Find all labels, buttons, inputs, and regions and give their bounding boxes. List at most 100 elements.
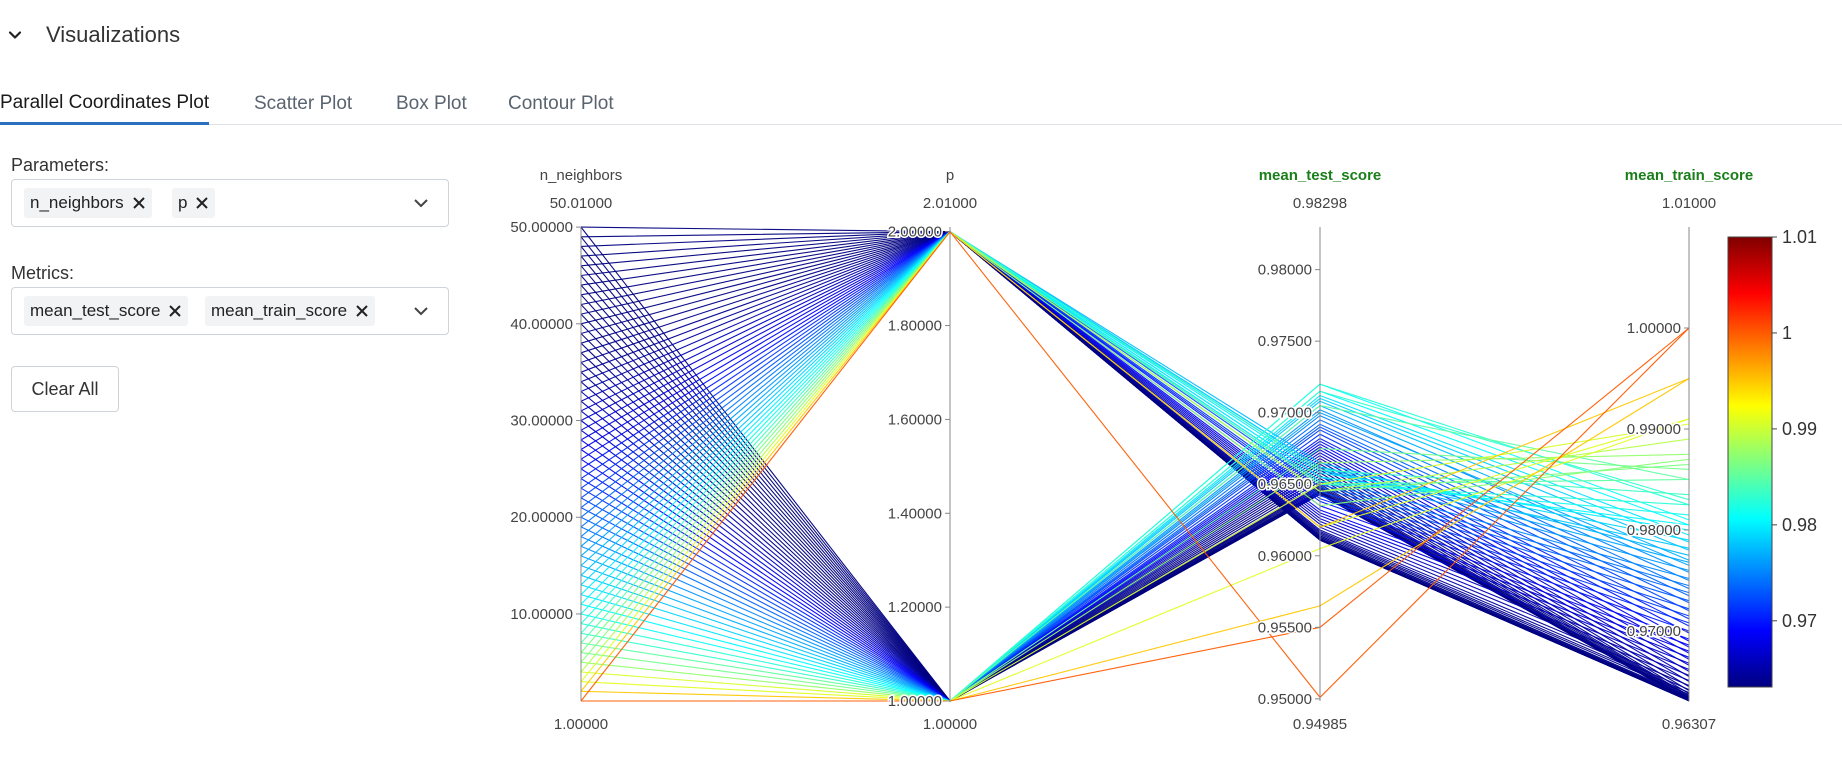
data-line bbox=[580, 423, 1690, 702]
data-line bbox=[580, 405, 1690, 702]
data-line bbox=[580, 423, 1690, 702]
chevron-down-icon[interactable] bbox=[0, 20, 30, 50]
dropdown-chevron-icon[interactable] bbox=[412, 302, 430, 325]
data-line bbox=[580, 231, 1690, 602]
data-line bbox=[580, 231, 1690, 702]
data-line bbox=[580, 381, 1690, 702]
data-line bbox=[580, 409, 1690, 702]
tick-label: 1.60000 bbox=[888, 411, 942, 428]
axis-max-label: 2.01000 bbox=[923, 195, 977, 212]
data-line bbox=[580, 231, 1690, 691]
data-line bbox=[580, 231, 1690, 676]
tick-label: 30.00000 bbox=[510, 413, 573, 430]
metrics-label: Metrics: bbox=[11, 263, 74, 283]
remove-chip-icon[interactable] bbox=[132, 196, 146, 210]
data-line bbox=[580, 231, 1690, 670]
data-line bbox=[581, 327, 1690, 702]
data-line bbox=[580, 265, 1690, 702]
data-line bbox=[580, 440, 1690, 702]
data-line bbox=[580, 453, 1690, 702]
chip-label: mean_test_score bbox=[30, 301, 161, 320]
tick-label: 0.97000 bbox=[1627, 623, 1681, 640]
remove-chip-icon[interactable] bbox=[355, 304, 369, 318]
data-line bbox=[580, 230, 1690, 605]
data-line bbox=[580, 443, 1690, 702]
data-line bbox=[580, 410, 1690, 702]
data-line bbox=[580, 433, 1690, 702]
remove-chip-icon[interactable] bbox=[168, 304, 182, 318]
data-line bbox=[580, 231, 1690, 701]
visualizations-header[interactable]: Visualizations bbox=[0, 18, 180, 52]
parameters-select[interactable]: n_neighbors p bbox=[11, 179, 449, 227]
data-line bbox=[580, 371, 1690, 702]
data-line bbox=[580, 333, 1690, 702]
data-line bbox=[580, 419, 1690, 702]
data-line bbox=[580, 400, 1690, 702]
dropdown-chevron-icon[interactable] bbox=[412, 194, 430, 217]
axis-min-label: 1.00000 bbox=[923, 716, 977, 733]
data-line bbox=[580, 231, 1690, 632]
data-line bbox=[580, 231, 1690, 664]
chip-label: n_neighbors bbox=[30, 193, 124, 212]
remove-chip-icon[interactable] bbox=[195, 196, 209, 210]
data-line bbox=[580, 231, 1690, 586]
axis-max-label: 1.01000 bbox=[1662, 195, 1716, 212]
data-line bbox=[580, 231, 1690, 624]
data-line bbox=[580, 231, 1690, 698]
tick-label: 1.40000 bbox=[888, 505, 942, 522]
data-line bbox=[580, 246, 1690, 702]
data-line bbox=[580, 231, 1690, 652]
data-line bbox=[580, 439, 1690, 702]
colorbar-tick-label: 1 bbox=[1782, 323, 1792, 343]
tab-box-plot[interactable]: Box Plot bbox=[396, 93, 467, 114]
metrics-select[interactable]: mean_test_score mean_train_score bbox=[11, 287, 449, 335]
data-line bbox=[580, 383, 1690, 702]
axes: n_neighbors 50.01000 1.00000 10.00000 20.000… bbox=[509, 167, 1753, 733]
data-line bbox=[580, 437, 1690, 702]
tick-label: 0.99000 bbox=[1627, 421, 1681, 438]
data-line bbox=[580, 231, 1690, 658]
tick-label: 40.00000 bbox=[510, 316, 573, 333]
data-line bbox=[580, 231, 1690, 702]
section-title: Visualizations bbox=[46, 22, 181, 47]
tick-label: 0.96000 bbox=[1258, 548, 1312, 565]
data-line bbox=[580, 412, 1690, 702]
visualization-tabs: Parallel Coordinates Plot Scatter Plot B… bbox=[0, 84, 1842, 125]
tick-label: 0.97000 bbox=[1258, 405, 1312, 422]
data-line bbox=[580, 304, 1690, 702]
data-line bbox=[580, 390, 1690, 702]
data-line bbox=[580, 230, 1690, 702]
data-line bbox=[580, 231, 1690, 702]
axis-max-label: 0.98298 bbox=[1293, 195, 1347, 212]
tick-label: 1.00000 bbox=[1627, 320, 1681, 337]
data-line bbox=[580, 429, 1690, 702]
axis-min-label: 1.00000 bbox=[554, 716, 608, 733]
axis-min-label: 0.94985 bbox=[1293, 716, 1347, 733]
tick-label: 20.00000 bbox=[510, 509, 573, 526]
parallel-coordinates-chart[interactable]: n_neighbors 50.01000 1.00000 10.00000 20.000… bbox=[480, 160, 1842, 760]
data-line bbox=[580, 231, 1690, 701]
tick-label: 1.20000 bbox=[888, 599, 942, 616]
data-line bbox=[580, 230, 1690, 615]
tab-contour-plot[interactable]: Contour Plot bbox=[508, 93, 614, 114]
data-line bbox=[580, 231, 1690, 702]
data-line bbox=[580, 230, 1690, 692]
data-line bbox=[580, 230, 1690, 663]
data-line bbox=[580, 447, 1690, 702]
axis-max-label: 50.01000 bbox=[550, 195, 613, 212]
data-line bbox=[580, 231, 1690, 702]
parameter-chip: n_neighbors bbox=[24, 188, 152, 218]
colorbar-tick-label: 0.99 bbox=[1782, 419, 1817, 439]
metric-chip: mean_test_score bbox=[24, 296, 189, 326]
axis-title: mean_train_score bbox=[1625, 167, 1753, 184]
tick-label: 1.80000 bbox=[888, 318, 942, 335]
tab-parallel-coordinates[interactable]: Parallel Coordinates Plot bbox=[0, 84, 210, 125]
data-line bbox=[580, 378, 1690, 702]
tick-label: 0.98000 bbox=[1258, 262, 1312, 279]
parameters-label: Parameters: bbox=[11, 155, 110, 175]
data-line bbox=[580, 230, 1690, 673]
tab-scatter-plot[interactable]: Scatter Plot bbox=[254, 93, 353, 114]
chip-label: mean_train_score bbox=[211, 301, 348, 320]
data-line bbox=[580, 231, 1690, 646]
clear-all-button[interactable]: Clear All bbox=[11, 366, 119, 412]
